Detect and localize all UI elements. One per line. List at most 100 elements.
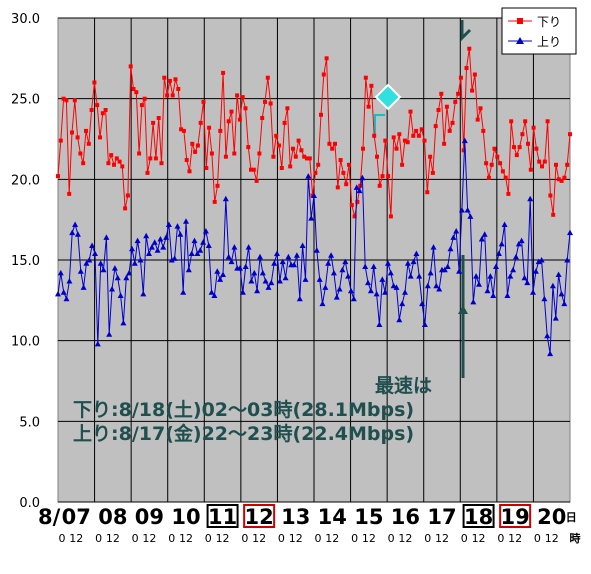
data-point <box>168 257 175 263</box>
data-point <box>335 185 340 190</box>
data-point <box>391 135 396 140</box>
data-point <box>145 170 150 175</box>
data-point <box>552 315 559 321</box>
data-point <box>243 106 248 111</box>
data-point <box>257 253 263 260</box>
data-point <box>350 295 357 302</box>
data-point <box>100 266 107 273</box>
y-tick-label: 0.0 <box>19 496 40 511</box>
data-point <box>564 257 571 263</box>
data-point <box>339 266 346 273</box>
data-point <box>478 106 483 111</box>
data-point <box>265 75 270 80</box>
data-point <box>282 274 289 281</box>
data-point <box>535 258 542 265</box>
data-point <box>476 281 482 287</box>
day-label: 07 <box>62 505 91 529</box>
day-box <box>462 504 495 528</box>
data-point <box>347 162 351 167</box>
hour-label: 12 <box>142 532 156 545</box>
data-point <box>444 263 451 269</box>
hour-label: 12 <box>179 532 193 545</box>
data-point <box>470 88 475 93</box>
data-point <box>507 273 514 279</box>
data-point <box>397 132 402 137</box>
data-point <box>422 138 427 143</box>
data-point <box>109 153 114 158</box>
data-point <box>548 193 553 198</box>
data-point <box>94 340 101 347</box>
data-point <box>538 257 545 263</box>
data-point <box>114 274 121 281</box>
hour-label: 12 <box>106 532 120 545</box>
data-point <box>467 213 474 219</box>
data-point <box>530 289 536 295</box>
data-point <box>75 135 80 140</box>
day-box <box>206 504 239 528</box>
data-point <box>444 104 449 109</box>
data-point <box>367 287 374 294</box>
data-point <box>341 170 346 175</box>
data-point <box>77 268 84 274</box>
data-point <box>549 282 556 289</box>
data-point <box>532 268 539 274</box>
data-point <box>501 221 508 227</box>
data-point <box>67 191 72 196</box>
highlight-diamond <box>374 83 402 111</box>
data-point <box>222 195 229 202</box>
data-point <box>528 167 533 172</box>
legend-marker-up <box>516 37 524 44</box>
data-point <box>355 199 360 204</box>
data-point <box>64 98 69 103</box>
data-point <box>492 146 497 151</box>
data-point <box>181 128 186 133</box>
data-point <box>153 156 158 161</box>
data-point <box>493 263 499 269</box>
data-point <box>86 257 93 263</box>
hour-label: 12 <box>289 532 303 545</box>
data-point <box>254 287 261 294</box>
legend: 下り 上り <box>501 7 577 55</box>
data-point <box>424 282 431 289</box>
data-point <box>370 263 377 269</box>
data-point <box>156 116 161 120</box>
data-point <box>114 156 119 161</box>
data-point <box>151 239 158 245</box>
data-point <box>541 295 548 302</box>
data-point <box>209 151 214 156</box>
data-point <box>157 236 164 242</box>
data-point <box>212 199 217 204</box>
data-point <box>260 116 265 120</box>
data-point <box>544 332 551 339</box>
data-point <box>330 269 337 276</box>
day-label: 09 <box>135 505 164 529</box>
data-point <box>359 174 366 181</box>
upload-fastest-arrowhead <box>458 305 468 314</box>
day-unit-label: 日 <box>566 511 577 524</box>
data-point <box>373 290 380 297</box>
data-point <box>319 112 323 117</box>
data-point <box>311 192 317 198</box>
annotation-upload: 上り:8/17(金)22～23時(22.4Mbps) <box>73 422 414 445</box>
hour-label: 0 <box>424 532 431 545</box>
legend-marker-down <box>517 18 523 24</box>
data-point <box>419 300 426 307</box>
data-point <box>165 93 170 98</box>
data-point <box>134 90 139 95</box>
data-point <box>537 159 542 164</box>
data-point <box>291 146 295 151</box>
data-point <box>436 108 441 112</box>
data-point <box>534 146 539 151</box>
data-point <box>117 159 122 164</box>
data-point <box>467 46 472 51</box>
data-point <box>55 290 61 297</box>
hour-label: 0 <box>351 532 358 545</box>
upload-series <box>55 137 573 357</box>
data-point <box>183 218 189 224</box>
data-point <box>394 146 399 151</box>
data-point <box>248 278 255 284</box>
data-point <box>246 145 251 150</box>
data-point <box>567 229 573 236</box>
data-point <box>191 237 198 244</box>
